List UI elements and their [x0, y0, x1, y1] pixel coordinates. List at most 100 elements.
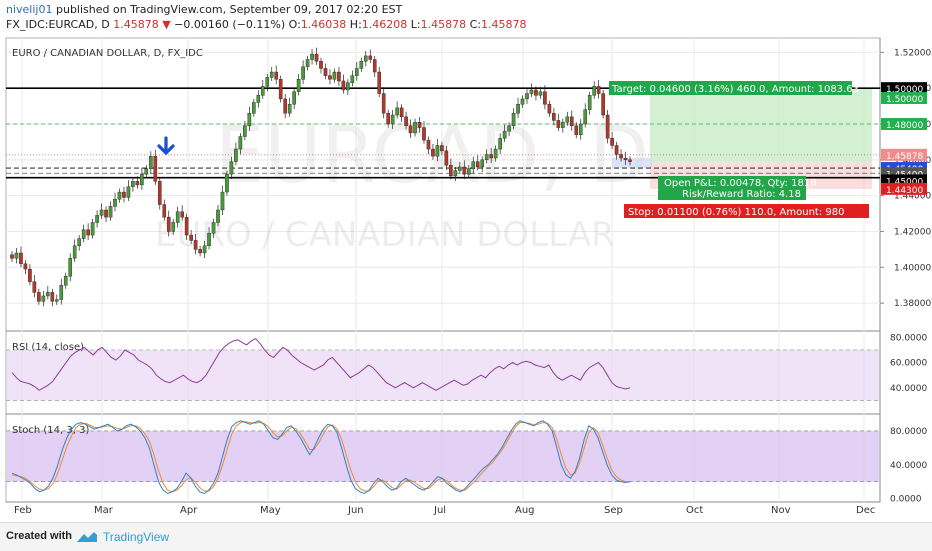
candle-body: [359, 61, 364, 69]
candle-body: [252, 102, 256, 114]
candle-body: [14, 252, 19, 259]
candle: [77, 235, 81, 251]
candle: [108, 201, 113, 221]
candle-body: [28, 268, 32, 282]
candle-body: [466, 168, 471, 175]
candle: [243, 120, 247, 141]
stop-label-bg: [624, 204, 869, 218]
candle-body: [305, 59, 310, 67]
candle: [216, 204, 220, 227]
candle: [278, 75, 283, 103]
month-label: Dec: [856, 505, 875, 516]
author-link[interactable]: nivelij01: [6, 3, 53, 16]
candle-body: [516, 104, 520, 114]
price-badge: [881, 82, 927, 95]
candle-body: [346, 82, 350, 91]
candle: [113, 192, 117, 212]
price-badge: [881, 182, 927, 195]
candle: [449, 158, 453, 180]
candle-body: [435, 145, 440, 157]
candle: [578, 118, 583, 140]
candle-body: [287, 104, 292, 114]
price-badge-label: 1.45878: [886, 152, 923, 162]
candle: [202, 240, 207, 258]
candle-body: [207, 233, 211, 247]
candle-body: [220, 191, 225, 211]
candle-body: [10, 254, 14, 259]
candle: [614, 141, 619, 160]
candle: [466, 165, 471, 178]
month-label: May: [260, 505, 281, 516]
candle: [238, 132, 243, 155]
candle: [619, 149, 623, 162]
down-arrow-icon: ▼: [162, 18, 171, 31]
candle-body: [399, 107, 404, 118]
candle-body: [422, 127, 426, 141]
candle-body: [502, 130, 507, 139]
candle-body: [189, 234, 193, 241]
tradingview-link[interactable]: TradingView: [103, 530, 170, 544]
candle-body: [184, 216, 189, 236]
candle-body: [59, 285, 64, 300]
candle-body: [175, 211, 180, 223]
price-badge-label: 1.45000: [886, 177, 923, 187]
stoch-tick-label: 40.0000: [890, 461, 927, 471]
candle-body: [529, 89, 534, 94]
candle-body: [292, 91, 296, 105]
candle-body: [565, 116, 570, 123]
candle: [28, 264, 32, 286]
candle-body: [104, 209, 108, 218]
candle-body: [489, 154, 493, 159]
candle: [507, 122, 511, 137]
candle-body: [99, 209, 104, 216]
candle-body: [417, 121, 422, 128]
candle-body: [498, 138, 502, 150]
candle: [404, 111, 408, 130]
candle-body: [162, 204, 167, 218]
candle: [377, 67, 382, 98]
candle-body: [157, 181, 162, 205]
ohlc-line: FX_IDC:EURCAD, D 1.45878 ▼ −0.00160 (−0.…: [6, 18, 527, 31]
candle-body: [332, 71, 337, 80]
candle-body: [171, 222, 176, 232]
candle-body: [19, 252, 23, 264]
candle-body: [81, 229, 86, 239]
candle-body: [37, 292, 41, 302]
candle-body: [225, 173, 229, 193]
watermark-name: EURO / CANADIAN DOLLAR: [155, 215, 615, 255]
candle: [565, 111, 570, 126]
month-label: Feb: [14, 505, 32, 516]
candle-body: [614, 145, 619, 155]
candle-body: [23, 263, 28, 270]
candle: [453, 166, 458, 181]
candle: [234, 142, 238, 166]
candle: [547, 100, 552, 117]
candle-body: [260, 86, 265, 96]
candle-body: [449, 164, 453, 177]
candle: [131, 177, 135, 192]
candle-body: [149, 156, 153, 169]
candle: [417, 117, 422, 133]
candle: [390, 110, 395, 130]
candle-body: [386, 113, 390, 125]
candle-body: [68, 258, 73, 277]
candle-body: [628, 159, 632, 162]
open-pnl-label: Open P&L: 0.00478, Qty: 1818: [664, 178, 817, 189]
candle: [601, 89, 605, 119]
candle: [126, 180, 131, 202]
candle-body: [337, 71, 341, 82]
candle: [363, 50, 368, 67]
candle: [50, 288, 55, 307]
candle: [220, 185, 225, 215]
candle-body: [283, 98, 287, 114]
candle-body: [296, 79, 301, 92]
candle-body: [458, 166, 462, 171]
candle: [86, 223, 90, 241]
candle: [341, 74, 346, 94]
candle-body: [381, 93, 386, 114]
rsi-tick-label: 40.0000: [890, 384, 927, 394]
candle: [23, 260, 28, 275]
candle-body: [605, 114, 610, 139]
chart-area[interactable]: Feb Mar Apr May Jun Jul Aug Sep Oct Nov Dec 1.52000…: [0, 0, 932, 522]
candle: [135, 176, 140, 189]
